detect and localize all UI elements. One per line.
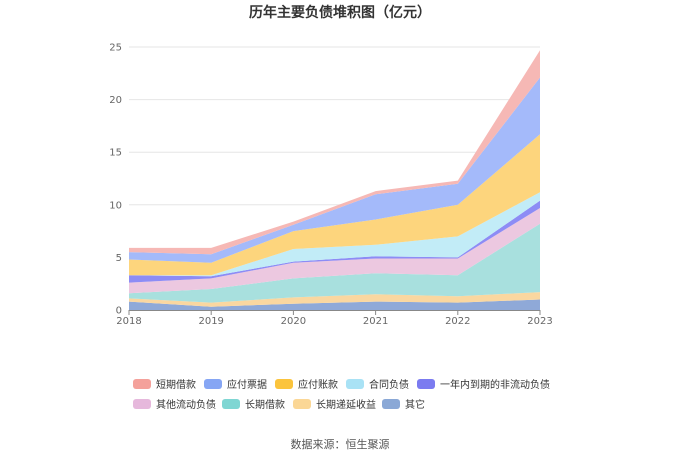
area-series-1 (129, 292, 540, 307)
area-series-0 (129, 299, 540, 310)
legend-swatch (133, 399, 151, 409)
y-tick-label: 20 (109, 95, 122, 106)
x-tick-label: 2021 (363, 316, 388, 327)
area-series-3 (129, 208, 540, 294)
legend-swatch (417, 379, 435, 389)
area-series-2 (129, 223, 540, 303)
area-series (129, 50, 540, 310)
axes: 0 5 10 15 20 25 2018 2019 2020 2021 2022 2023 (109, 43, 552, 328)
legend-swatch (204, 379, 222, 389)
y-tick-label: 25 (109, 43, 122, 54)
legend-item-label: 合同负债 (369, 378, 409, 391)
legend-item-label: 长期递延收益 (316, 398, 376, 411)
legend-item-label: 其它 (405, 398, 425, 411)
legend-swatch (382, 399, 400, 409)
legend-item-label: 应付账款 (298, 378, 338, 391)
legend-swatch (346, 379, 364, 389)
legend-swatch (133, 379, 151, 389)
area-series-5 (129, 192, 540, 277)
y-tick-label: 15 (109, 148, 122, 159)
x-tick-label: 2023 (527, 316, 552, 327)
legend-item-label: 短期借款 (156, 378, 196, 391)
legend-swatch (293, 399, 311, 409)
x-tick-label: 2018 (116, 316, 141, 327)
legend-item-label: 其他流动负债 (156, 398, 216, 411)
legend-item-label: 一年内到期的非流动负债 (440, 378, 550, 391)
legend-item-label: 应付票据 (227, 378, 267, 391)
y-tick-label: 0 (116, 306, 122, 317)
x-tick-label: 2020 (281, 316, 306, 327)
y-tick-label: 5 (116, 253, 122, 264)
legend-item-label: 长期借款 (245, 398, 285, 411)
data-source-note: 数据来源：恒生聚源 (290, 438, 390, 451)
area-series-6 (129, 134, 540, 276)
legend-swatch (222, 399, 240, 409)
chart-title: 历年主要负债堆积图（亿元） (249, 4, 431, 21)
y-tick-label: 10 (109, 200, 122, 211)
x-tick-label: 2022 (445, 316, 470, 327)
legend-swatch (275, 379, 293, 389)
x-tick-label: 2019 (198, 316, 223, 327)
